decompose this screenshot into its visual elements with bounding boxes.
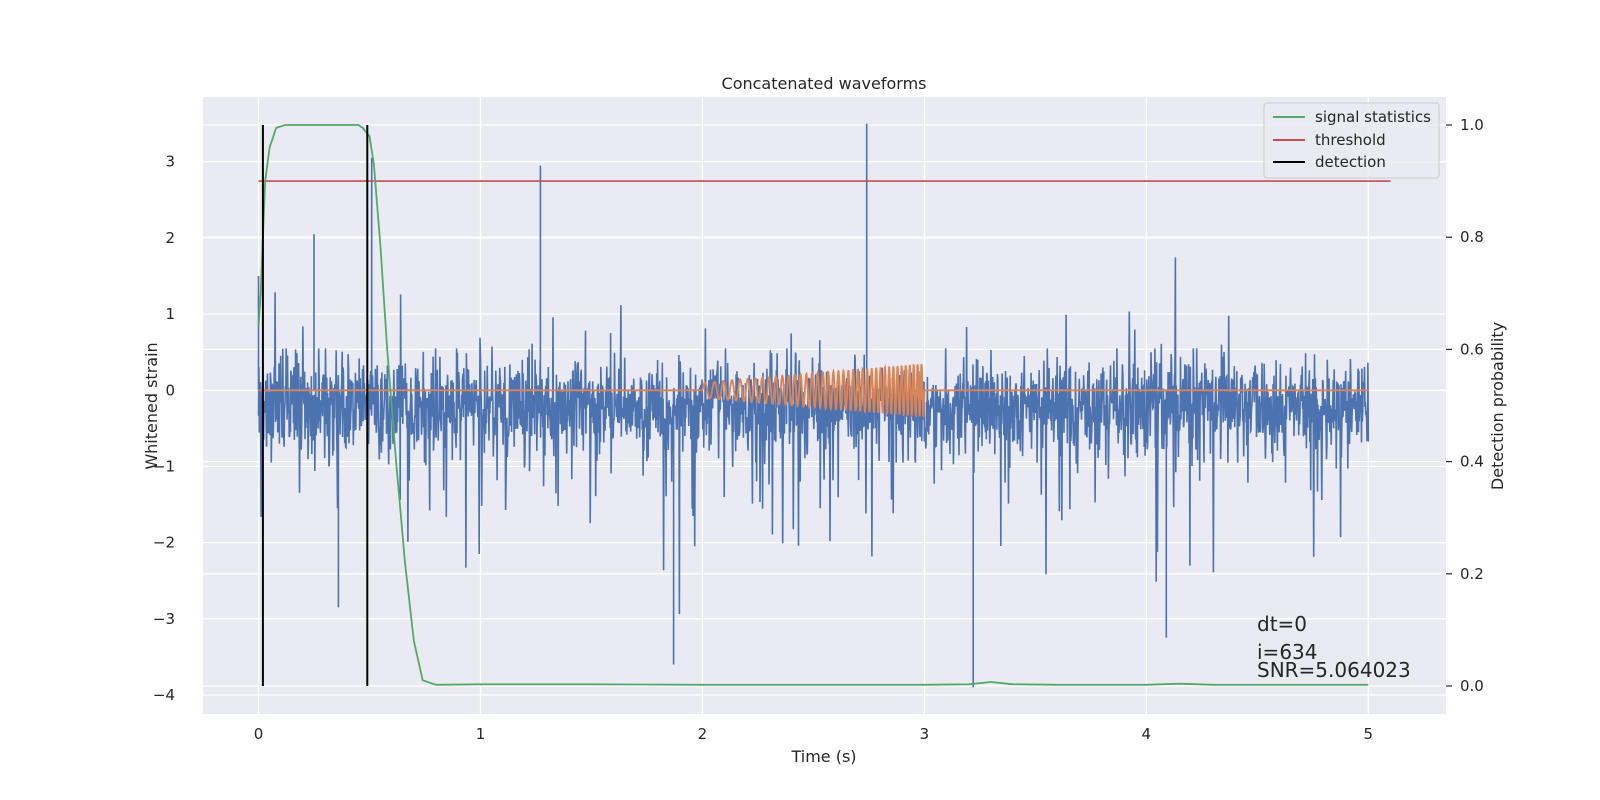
legend-box — [1263, 102, 1440, 179]
y-right-tick-label: 0.4 — [1460, 453, 1484, 471]
ticks: 0 1 2 3 4 5 −4 −3 −2 −1 0 1 2 3 0.0 0.2 0.4 0.6 0.8 1.0 — [153, 116, 1484, 743]
x-tick-label: 4 — [1142, 725, 1152, 743]
y-right-tick-label: 0.0 — [1460, 677, 1484, 695]
y-right-tick-label: 0.8 — [1460, 228, 1484, 246]
legend: signal statistics threshold detection — [1263, 102, 1440, 179]
x-axis-label: Time (s) — [790, 747, 856, 766]
y-tick-label: −3 — [153, 610, 175, 628]
y-tick-label: −1 — [153, 457, 175, 475]
plot-area — [257, 123, 1391, 688]
noise-series-line — [257, 257, 1370, 615]
y-tick-label: 0 — [165, 381, 175, 399]
chart-title: Concatenated waveforms — [722, 74, 927, 93]
y-tick-label: −4 — [153, 686, 175, 704]
annotation-index: i=634 — [1257, 640, 1318, 664]
y-right-tick-label: 0.6 — [1460, 340, 1484, 358]
y-tick-label: 3 — [165, 153, 175, 171]
legend-label-detection: detection — [1315, 153, 1386, 171]
y-right-tick-label: 0.2 — [1460, 565, 1484, 583]
y-tick-label: −2 — [153, 534, 175, 552]
legend-label-threshold: threshold — [1315, 131, 1386, 149]
y-tick-label: 1 — [165, 305, 175, 323]
chirp-series-line — [258, 363, 1369, 419]
x-tick-label: 1 — [476, 725, 486, 743]
annotation-snr: SNR=5.064023 — [1257, 658, 1411, 682]
signal-statistics-line — [257, 124, 1369, 686]
y-axis-label: Whitened strain — [142, 342, 161, 469]
annotation-dt: dt=0 — [1257, 612, 1307, 636]
x-tick-label: 3 — [920, 725, 930, 743]
x-tick-label: 5 — [1364, 725, 1374, 743]
legend-label-signal-statistics: signal statistics — [1315, 108, 1431, 126]
detection-lines — [261, 125, 369, 686]
y-tick-label: 2 — [165, 229, 175, 247]
y-axis-right-label: Detection probability — [1488, 322, 1507, 490]
x-tick-label: 0 — [254, 725, 264, 743]
x-tick-label: 2 — [698, 725, 708, 743]
y-right-tick-label: 1.0 — [1460, 116, 1484, 134]
